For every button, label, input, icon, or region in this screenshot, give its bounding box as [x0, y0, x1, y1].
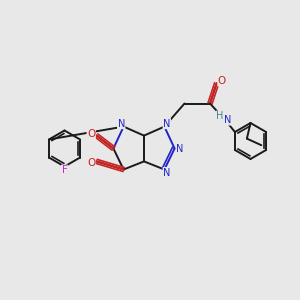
Text: N: N: [163, 167, 170, 178]
Text: N: N: [118, 118, 125, 129]
Text: O: O: [87, 158, 95, 168]
Text: H: H: [216, 111, 224, 121]
Text: O: O: [87, 129, 95, 139]
Text: N: N: [163, 118, 170, 129]
Text: N: N: [224, 115, 231, 125]
Text: O: O: [218, 76, 226, 86]
Text: N: N: [176, 143, 184, 154]
Text: F: F: [61, 165, 68, 175]
